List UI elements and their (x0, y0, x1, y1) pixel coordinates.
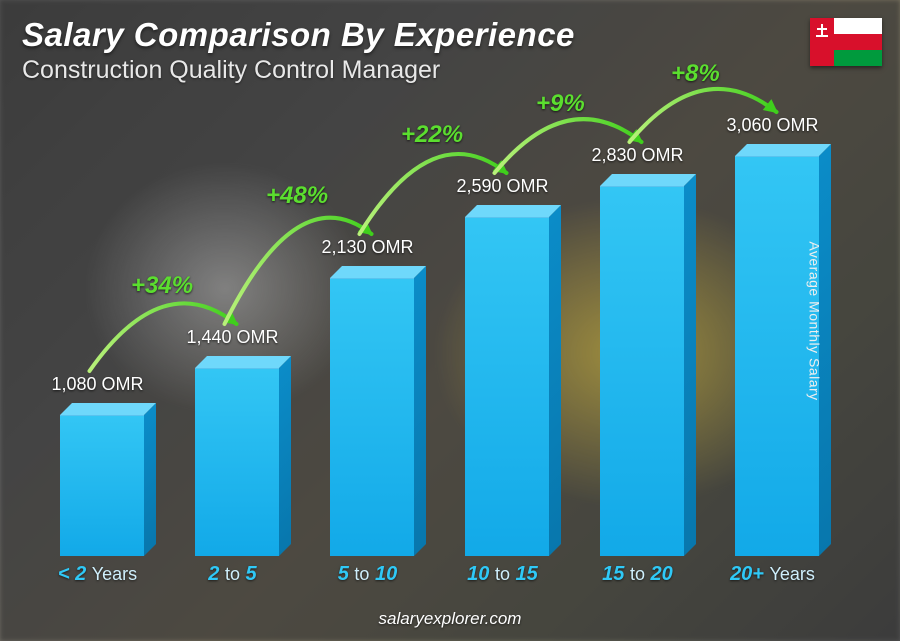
y-axis-label: Average Monthly Salary (806, 241, 822, 400)
infographic-stage: Salary Comparison By Experience Construc… (0, 0, 900, 641)
salary-bar-chart: 1,080 OMR< 2 Years1,440 OMR2 to 52,130 O… (40, 106, 850, 586)
page-title: Salary Comparison By Experience (22, 16, 575, 54)
bar-category-label: 20+ Years (693, 563, 853, 586)
oman-flag-icon (810, 18, 882, 66)
footer-source: salaryexplorer.com (0, 609, 900, 629)
header: Salary Comparison By Experience Construc… (22, 16, 575, 85)
growth-arc: +8% (40, 106, 850, 556)
growth-pct-label: +8% (671, 60, 720, 88)
page-subtitle: Construction Quality Control Manager (22, 56, 575, 85)
